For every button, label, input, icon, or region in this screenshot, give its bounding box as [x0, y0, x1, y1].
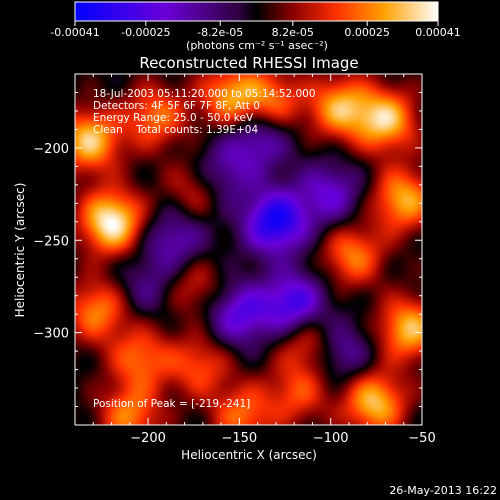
plot-frame [74, 73, 423, 426]
colorbar-tick-label: -0.00041 [50, 26, 99, 39]
image-area: −200 −150 −100 −50 −200 −250 −300 [33, 73, 436, 446]
colorbar-tick-label: 0.00025 [344, 26, 390, 39]
colorbar-ticks: -0.00041 -0.00025 -8.2e-05 8.2e-05 0.00025 0.… [50, 21, 461, 39]
x-tick-label: −150 [222, 431, 258, 446]
chart-title: Reconstructed RHESSI Image [139, 54, 358, 72]
x-axis-ticks: −200 −150 −100 −50 [74, 74, 436, 446]
y-tick-label: −250 [33, 234, 69, 249]
x-axis-label: Heliocentric X (arcsec) [181, 448, 317, 462]
x-tick-label: −100 [313, 431, 349, 446]
footer-timestamp: 26-May-2013 16:22 [389, 484, 497, 497]
detectors-text: Detectors: 4F 5F 6F 7F 8F, Att 0 [93, 100, 260, 112]
y-tick-label: −300 [33, 327, 69, 342]
energy-range-text: Energy Range: 25.0 - 50.0 keV [93, 112, 254, 124]
x-tick-label: −50 [408, 431, 435, 446]
heatmap-image [75, 74, 422, 425]
time-range-text: 18-Jul-2003 05:11:20.000 to 05:14:52.000 [93, 88, 316, 100]
x-tick-label: −200 [130, 431, 166, 446]
colorbar-tick-label: 0.00041 [415, 26, 461, 39]
colorbar-tick-label: 8.2e-05 [272, 26, 314, 39]
peak-position-text: Position of Peak = [-219,-241] [93, 398, 250, 410]
y-tick-label: −200 [33, 142, 69, 157]
y-axis-label: Heliocentric Y (arcsec) [13, 183, 27, 318]
colorbar-tick-label: -0.00025 [121, 26, 170, 39]
clean-counts-text: Clean Total counts: 1.39E+04 [93, 124, 258, 136]
colorbar-units-label: (photons cm⁻² s⁻¹ asec⁻²) [186, 39, 328, 52]
colorbar: -0.00041 -0.00025 -8.2e-05 8.2e-05 0.00025 0.… [50, 1, 461, 52]
colorbar-bar [74, 1, 439, 22]
y-axis-ticks: −200 −250 −300 [33, 73, 422, 426]
colorbar-tick-label: -8.2e-05 [197, 26, 243, 39]
